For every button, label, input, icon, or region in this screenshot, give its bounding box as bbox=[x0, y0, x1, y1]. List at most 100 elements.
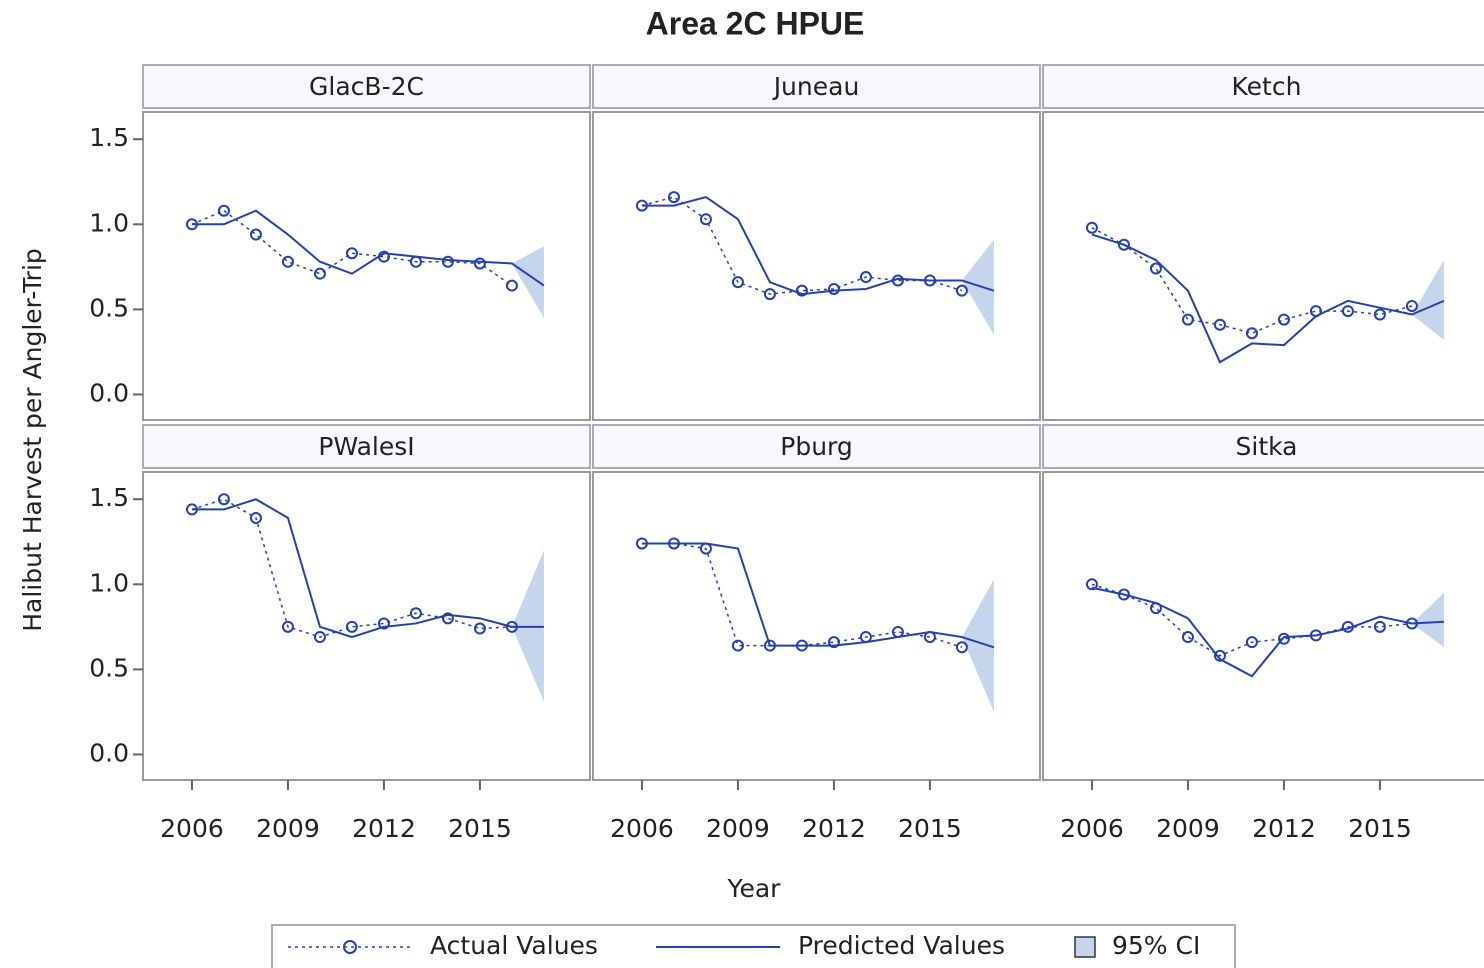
actual-marker bbox=[891, 274, 904, 287]
actual-marker bbox=[1117, 238, 1130, 251]
ci-band bbox=[961, 239, 994, 335]
actual-marker bbox=[763, 288, 776, 301]
plot-area bbox=[1085, 221, 1445, 364]
x-tick-label: 2009 bbox=[256, 814, 320, 843]
x-tick-label: 2015 bbox=[1348, 814, 1412, 843]
actual-marker bbox=[1341, 305, 1354, 318]
actual-marker bbox=[217, 204, 230, 217]
plot-area bbox=[635, 191, 995, 335]
actual-marker bbox=[635, 537, 648, 550]
x-tick-label: 2006 bbox=[610, 814, 674, 843]
x-tick-label: 2012 bbox=[802, 814, 866, 843]
actual-marker bbox=[859, 271, 872, 284]
panel-title: Pburg bbox=[780, 432, 853, 461]
actual-marker bbox=[1181, 313, 1194, 326]
ci-band bbox=[961, 579, 994, 712]
actual-marker bbox=[923, 631, 936, 644]
plot-area bbox=[1085, 578, 1444, 678]
ci-band bbox=[511, 246, 544, 318]
actual-marker bbox=[473, 257, 486, 270]
legend-label: Predicted Values bbox=[798, 931, 1005, 960]
y-tick-label: 1.5 bbox=[89, 123, 129, 152]
actual-marker bbox=[409, 255, 422, 268]
panel-header bbox=[142, 64, 591, 109]
x-tick-label: 2009 bbox=[706, 814, 770, 843]
actual-marker bbox=[281, 620, 294, 633]
actual-marker bbox=[377, 617, 390, 630]
actual-marker bbox=[1277, 632, 1290, 645]
panel-header bbox=[142, 424, 591, 469]
actual-marker bbox=[313, 267, 326, 280]
panel-header bbox=[592, 64, 1041, 109]
actual-marker bbox=[441, 612, 454, 625]
actual-marker bbox=[635, 199, 648, 212]
y-tick-label: 0.0 bbox=[89, 378, 129, 407]
panel-title: Sitka bbox=[1236, 432, 1298, 461]
actual-marker bbox=[1085, 578, 1098, 591]
x-tick-label: 2006 bbox=[1060, 814, 1124, 843]
actual-marker bbox=[731, 639, 744, 652]
plot-area bbox=[185, 493, 544, 702]
actual-line bbox=[191, 209, 513, 287]
actual-marker bbox=[185, 503, 198, 516]
actual-marker bbox=[1373, 308, 1386, 321]
actual-marker bbox=[345, 620, 358, 633]
x-tick-label: 2012 bbox=[1252, 814, 1316, 843]
panel-header bbox=[1042, 64, 1484, 109]
actual-marker bbox=[891, 625, 904, 638]
predicted-line bbox=[1091, 586, 1444, 678]
actual-marker bbox=[795, 284, 808, 297]
actual-marker bbox=[1373, 620, 1386, 633]
y-axis-label: Halibut Harvest per Angler-Trip bbox=[18, 248, 47, 632]
y-tick-label: 1.5 bbox=[89, 483, 129, 512]
actual-marker bbox=[731, 276, 744, 289]
actual-marker bbox=[699, 542, 712, 555]
actual-line bbox=[641, 542, 963, 648]
panel-title: Juneau bbox=[772, 72, 860, 101]
actual-marker bbox=[1149, 262, 1162, 275]
y-tick-label: 0.5 bbox=[89, 293, 129, 322]
actual-marker bbox=[1405, 299, 1418, 312]
actual-marker bbox=[667, 191, 680, 204]
panel-title: GlacB-2C bbox=[309, 72, 424, 101]
x-tick-label: 2015 bbox=[448, 814, 512, 843]
actual-marker bbox=[1405, 617, 1418, 630]
actual-marker bbox=[699, 213, 712, 226]
actual-marker bbox=[923, 274, 936, 287]
panel-frame bbox=[1042, 111, 1484, 421]
actual-marker bbox=[859, 631, 872, 644]
actual-marker bbox=[217, 493, 230, 506]
actual-marker bbox=[763, 639, 776, 652]
legend-label: Actual Values bbox=[430, 931, 598, 960]
actual-marker bbox=[1117, 588, 1130, 601]
predicted-line bbox=[1091, 233, 1445, 364]
actual-marker bbox=[505, 279, 518, 292]
panel-title: PWalesI bbox=[318, 432, 414, 461]
plot-area bbox=[635, 537, 995, 712]
ci-band bbox=[1411, 592, 1444, 648]
actual-marker bbox=[1181, 631, 1194, 644]
x-tick-label: 2009 bbox=[1156, 814, 1220, 843]
actual-marker bbox=[441, 255, 454, 268]
x-tick-label: 2015 bbox=[898, 814, 962, 843]
actual-marker bbox=[1245, 636, 1258, 649]
legend-ci-swatch bbox=[1074, 936, 1096, 958]
actual-line bbox=[1091, 583, 1413, 657]
actual-marker bbox=[795, 639, 808, 652]
actual-marker bbox=[377, 250, 390, 263]
actual-marker bbox=[955, 641, 968, 654]
legend-label: 95% CI bbox=[1112, 931, 1200, 960]
x-axis-label: Year bbox=[727, 874, 782, 903]
plot-area bbox=[185, 204, 545, 318]
panel-header bbox=[592, 424, 1041, 469]
actual-marker bbox=[955, 284, 968, 297]
actual-marker bbox=[1213, 649, 1226, 662]
actual-line bbox=[641, 196, 963, 295]
actual-marker bbox=[473, 622, 486, 635]
actual-marker bbox=[313, 631, 326, 644]
panel-title: Ketch bbox=[1232, 72, 1302, 101]
actual-marker bbox=[667, 537, 680, 550]
actual-marker bbox=[1277, 313, 1290, 326]
actual-marker bbox=[505, 620, 518, 633]
